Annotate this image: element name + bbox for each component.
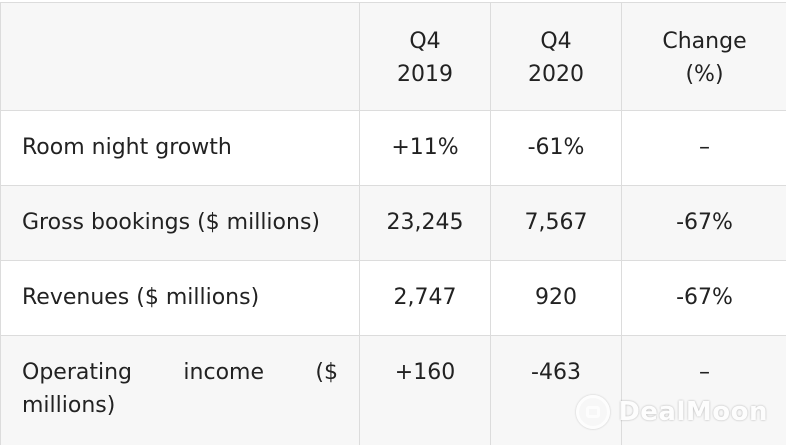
cell-change: -67% — [621, 185, 786, 261]
cell-change: – — [621, 110, 786, 186]
header-cell-empty — [0, 2, 360, 111]
cell-q4-2019: 23,245 — [359, 185, 491, 261]
table-row: Gross bookings ($ millions) 23,245 7,567… — [0, 185, 786, 261]
table-row: Room night growth +11% -61% – — [0, 110, 786, 186]
cell-change: -67% — [621, 260, 786, 336]
row-label: Operating income ($ millions) — [0, 335, 360, 445]
cell-q4-2020: 7,567 — [490, 185, 622, 261]
header-cell-q4-2020: Q4 2020 — [490, 2, 622, 111]
header-q4-2020-line2: 2020 — [528, 62, 584, 87]
row-label: Room night growth — [0, 110, 360, 186]
cell-q4-2019: +11% — [359, 110, 491, 186]
header-change-line2: (%) — [685, 62, 724, 87]
dealmoon-watermark: DealMoon — [576, 395, 768, 429]
watermark-text: DealMoon — [618, 397, 768, 427]
header-q4-2020-line1: Q4 — [540, 29, 572, 54]
cell-q4-2020: 920 — [490, 260, 622, 336]
header-change-line1: Change — [662, 29, 747, 54]
header-q4-2019-line1: Q4 — [409, 29, 441, 54]
cell-q4-2019: +160 — [359, 335, 491, 445]
table-row: Revenues ($ millions) 2,747 920 -67% — [0, 260, 786, 336]
row-label: Gross bookings ($ millions) — [0, 185, 360, 261]
table-row: Operating income ($ millions) +160 -463 … — [0, 335, 786, 445]
header-cell-q4-2019: Q4 2019 — [359, 2, 491, 111]
header-cell-change: Change (%) — [621, 2, 786, 111]
table-header-row: Q4 2019 Q4 2020 Change (%) — [0, 2, 786, 111]
cell-q4-2019: 2,747 — [359, 260, 491, 336]
dealmoon-logo-icon — [576, 395, 611, 429]
header-q4-2019-line2: 2019 — [397, 62, 453, 87]
row-label: Revenues ($ millions) — [0, 260, 360, 336]
cell-change: – — [621, 335, 786, 445]
cell-q4-2020: -61% — [490, 110, 622, 186]
